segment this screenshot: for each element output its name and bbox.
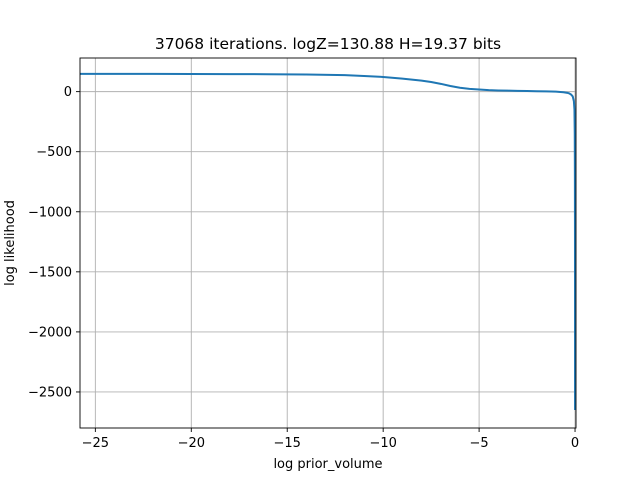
series-line: [80, 72, 577, 410]
y-tick-label: −500: [36, 145, 72, 160]
y-axis: 0 −500 −1000 −1500 −2000 −2500: [28, 85, 80, 400]
y-tick-label: 0: [64, 85, 72, 100]
x-tick-label: −10: [369, 436, 396, 451]
plot-frame: [79, 57, 577, 429]
x-tick-label: −15: [274, 436, 301, 451]
y-tick-label: −1500: [28, 265, 72, 280]
chart-title: 37068 iterations. logZ=130.88 H=19.37 bi…: [155, 35, 501, 53]
y-tick-label: −2500: [28, 385, 72, 400]
series-group: [80, 72, 577, 410]
y-tick-label: −1000: [28, 205, 72, 220]
x-tick-label: −25: [82, 436, 109, 451]
x-tick-label: −20: [178, 436, 205, 451]
x-tick-label: 0: [571, 436, 579, 451]
x-axis-label: log prior_volume: [273, 457, 382, 472]
y-tick-label: −2000: [28, 325, 72, 340]
y-axis-label: log likelihood: [3, 200, 18, 286]
x-tick-label: −5: [470, 436, 489, 451]
x-axis: −25 −20 −15 −10 −5 0: [82, 428, 579, 451]
